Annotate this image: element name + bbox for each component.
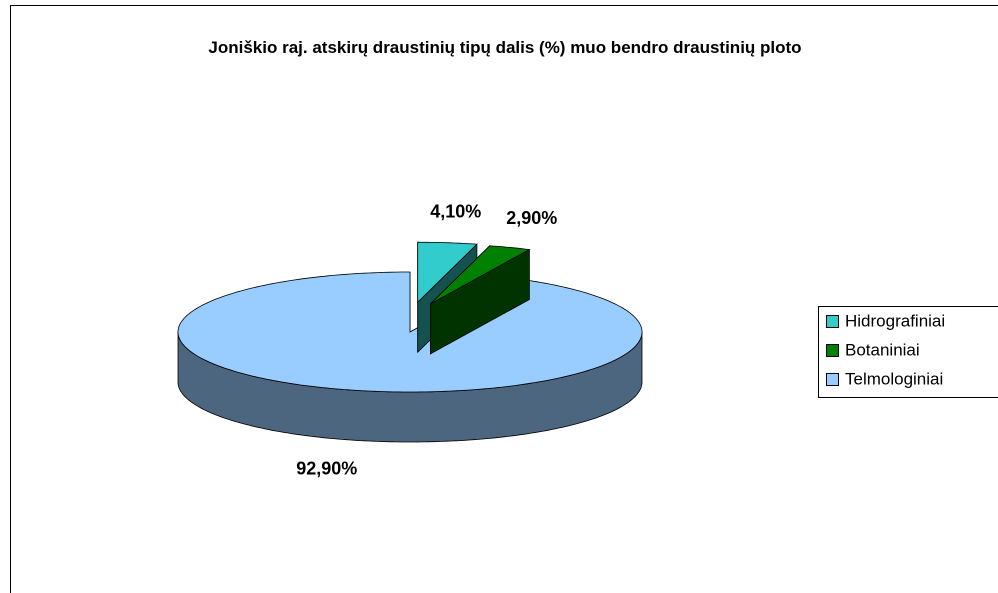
legend-label: Telmologiniai [845,369,943,388]
pie-slice [177,271,643,443]
data-label: 2,90% [506,208,557,228]
legend-swatch [826,344,839,357]
data-label: 92,90% [296,459,357,479]
legend-swatch [826,373,839,386]
pie-slice [430,244,531,355]
slice-top [417,241,478,304]
data-label: 4,10% [430,202,481,222]
legend-box [818,306,998,398]
chart-title: Joniškio raj. atskirų draustinių tipų da… [208,38,802,57]
legend-swatch [826,315,839,328]
legend-label: Hidrografiniai [845,311,945,330]
slice-top [177,271,643,393]
slice-top [430,245,531,305]
legend-label: Botaniniai [845,340,920,359]
